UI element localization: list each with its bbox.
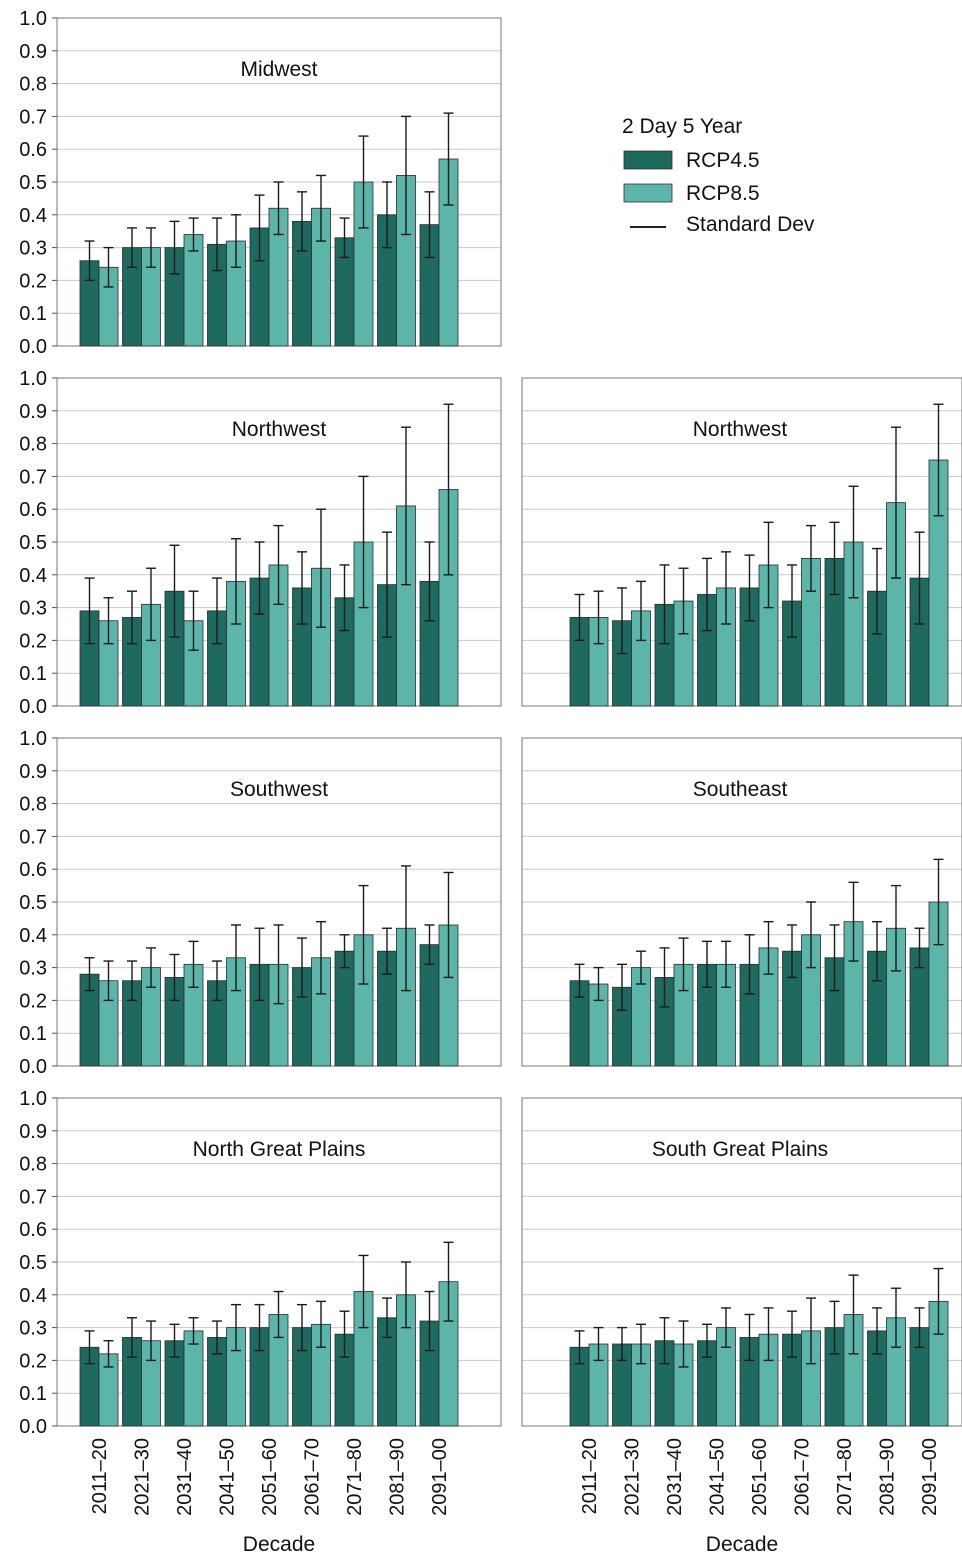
y-tick-label: 0.3 <box>19 598 47 620</box>
panel-title: Midwest <box>240 58 317 81</box>
x-tick-label: 2011–20 <box>579 1438 601 1514</box>
y-tick-label: 0.5 <box>19 892 47 914</box>
x-axis-label: Decade <box>243 1533 315 1556</box>
y-tick-label: 0.7 <box>19 826 47 848</box>
x-tick-label: 2051–60 <box>749 1438 771 1516</box>
y-tick-label: 0.9 <box>19 401 47 423</box>
x-tick-label: 2081–90 <box>877 1438 899 1516</box>
y-tick-label: 0.1 <box>19 303 47 325</box>
panel-4: 0.0 0.1 0.2 0.3 0.4 0.5 0.6 0.7 0.8 0.9 1.0 Southwe… <box>19 728 502 1078</box>
y-tick-label: 0.2 <box>19 990 47 1012</box>
y-tick-label: 0.2 <box>19 270 47 292</box>
y-tick-label: 0.7 <box>19 466 47 488</box>
x-tick-label: 2041–50 <box>707 1438 729 1516</box>
panel-7: South Great Plains 2011–20 2021–30 2031–40 2… <box>521 1097 962 1556</box>
y-tick-label: 0.0 <box>19 1056 47 1078</box>
y-tick-label: 0.6 <box>19 499 47 521</box>
y-tick-label: 0.5 <box>19 172 47 194</box>
y-tick-label: 0.1 <box>19 663 47 685</box>
x-axis-label: Decade <box>706 1533 778 1556</box>
y-tick-label: 1.0 <box>19 728 47 750</box>
y-tick-label: 1.0 <box>19 8 47 30</box>
y-tick-label: 0.9 <box>19 1121 47 1143</box>
y-tick-label: 0.4 <box>19 1285 47 1307</box>
panel-title: Northwest <box>693 418 788 441</box>
x-tick-label: 2091–00 <box>429 1438 451 1516</box>
x-tick-label: 2061–70 <box>302 1438 324 1516</box>
y-tick-label: 0.1 <box>19 1023 47 1045</box>
x-tick-label: 2051–60 <box>259 1438 281 1516</box>
panel-title: Southwest <box>230 778 328 801</box>
y-tick-label: 0.8 <box>19 434 47 456</box>
legend: 2 Day 5 Year RCP4.5 RCP8.5 Standard Dev <box>622 115 815 236</box>
y-tick-label: 0.2 <box>19 630 47 652</box>
legend-title: 2 Day 5 Year <box>622 115 742 138</box>
x-tick-label: 2031–40 <box>664 1438 686 1516</box>
y-tick-label: 0.9 <box>19 41 47 63</box>
y-tick-label: 0.9 <box>19 761 47 783</box>
legend-label-stddev: Standard Dev <box>686 213 815 236</box>
x-tick-label: 2041–50 <box>217 1438 239 1516</box>
bar-rcp45-7 <box>334 950 355 1067</box>
x-tick-label: 2021–30 <box>132 1438 154 1516</box>
panel-1: 0.0 0.1 0.2 0.3 0.4 0.5 0.6 0.7 0.8 0.9 1.0 Midwest <box>19 8 502 358</box>
legend-swatch-rcp85 <box>623 183 673 203</box>
legend-label-rcp45: RCP4.5 <box>686 149 760 172</box>
panel-title: Northwest <box>232 418 327 441</box>
y-tick-label: 0.4 <box>19 925 47 947</box>
panel-title: Southeast <box>693 778 788 801</box>
panel-6: 0.0 0.1 0.2 0.3 0.4 0.5 0.6 0.7 0.8 0.9 1.0 North G… <box>19 1088 502 1556</box>
panel-title: South Great Plains <box>652 1138 828 1161</box>
y-tick-label: 0.0 <box>19 696 47 718</box>
bar-rcp85-3 <box>183 1330 204 1427</box>
y-tick-label: 0.7 <box>19 1186 47 1208</box>
y-tick-label: 0.8 <box>19 1154 47 1176</box>
y-tick-label: 0.8 <box>19 794 47 816</box>
y-tick-label: 1.0 <box>19 1088 47 1110</box>
x-tick-label: 2071–80 <box>834 1438 856 1516</box>
y-tick-label: 0.6 <box>19 139 47 161</box>
x-tick-label: 2021–30 <box>622 1438 644 1516</box>
legend-swatch-rcp45 <box>623 150 673 170</box>
y-tick-label: 0.0 <box>19 336 47 358</box>
legend-label-rcp85: RCP8.5 <box>686 182 760 205</box>
x-tick-label: 2031–40 <box>174 1438 196 1516</box>
y-tick-label: 0.2 <box>19 1350 47 1372</box>
y-tick-label: 0.5 <box>19 1252 47 1274</box>
y-tick-label: 0.6 <box>19 859 47 881</box>
panel-title: North Great Plains <box>193 1138 366 1161</box>
x-tick-label: 2011–20 <box>89 1438 111 1514</box>
x-tick-label: 2091–00 <box>919 1438 941 1516</box>
y-tick-label: 0.3 <box>19 1318 47 1340</box>
y-tick-label: 0.1 <box>19 1383 47 1405</box>
y-tick-label: 0.5 <box>19 532 47 554</box>
panel-2: 0.0 0.1 0.2 0.3 0.4 0.5 0.6 0.7 0.8 0.9 1.0 Northwe… <box>19 368 502 718</box>
y-tick-label: 0.4 <box>19 205 47 227</box>
y-tick-label: 0.6 <box>19 1219 47 1241</box>
y-tick-label: 0.3 <box>19 958 47 980</box>
y-tick-label: 0.4 <box>19 565 47 587</box>
x-tick-label: 2071–80 <box>344 1438 366 1516</box>
y-tick-label: 0.8 <box>19 74 47 96</box>
panels: 0.0 0.1 0.2 0.3 0.4 0.5 0.6 0.7 0.8 0.9 1.0 Midwest… <box>19 8 962 1556</box>
y-tick-label: 0.0 <box>19 1416 47 1438</box>
y-tick-label: 0.3 <box>19 238 47 260</box>
y-tick-label: 0.7 <box>19 106 47 128</box>
panel-5: Southeast <box>521 737 962 1067</box>
panel-3: Northwest <box>521 377 962 707</box>
x-tick-label: 2061–70 <box>792 1438 814 1516</box>
y-tick-label: 1.0 <box>19 368 47 390</box>
x-tick-label: 2081–90 <box>387 1438 409 1516</box>
